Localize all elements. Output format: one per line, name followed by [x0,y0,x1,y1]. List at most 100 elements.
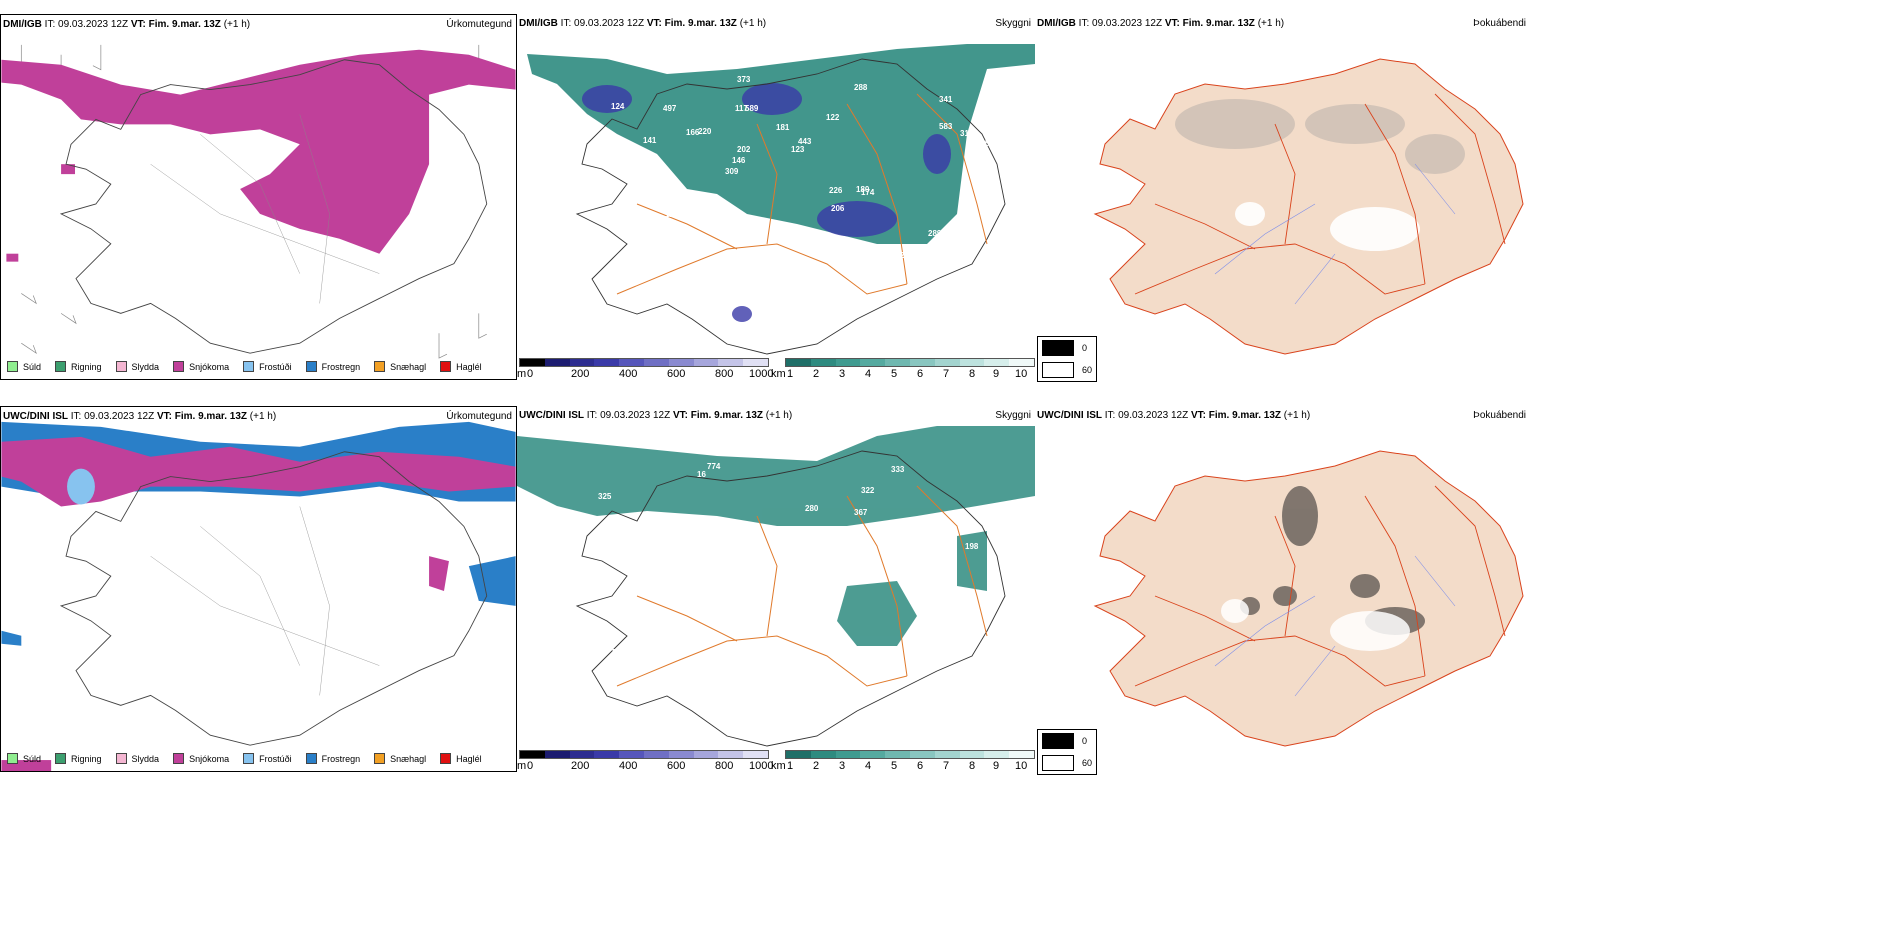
panel-type-title: Þokuábendi [1473,410,1526,421]
legend-item: Súld [7,753,41,764]
panel-type-title: Úrkomutegund [446,411,512,422]
visibility-value-label: 386 [625,254,639,263]
snow-area [1,49,516,262]
legend-item: Frostregn [305,361,360,372]
tick-label: 5 [891,368,898,380]
visibility-value-label: 139 [618,212,632,221]
visibility-km-colorbar: km 1 2 3 4 5 6 7 8 9 10 [771,750,1035,772]
visibility-m-colorbar: m 0 200 400 600 800 1000 [517,750,773,772]
legend-item: Súld [7,361,41,372]
visibility-value-label: 589 [745,104,759,113]
precip-type-panel-top: DMI/IGB IT: 09.03.2023 12Z VT: Fim. 9.ma… [0,14,517,380]
visibility-panel-bottom: UWC/DINI ISL IT: 09.03.2023 12Z VT: Fim.… [517,406,1035,772]
visibility-value-label: 212 [748,626,762,635]
precip-legend: Súld Rigning Slydda Snjókoma Frostúði Fr… [7,361,482,372]
roads [616,485,988,687]
precip-map-top [1,44,516,359]
visibility-teal-area [527,44,1035,244]
legend-item: Snæhagl [374,753,426,764]
legend-swatch [374,753,386,764]
fog-shading [1175,99,1465,174]
legend-swatch [440,753,452,764]
visibility-teal-area [517,426,1035,646]
visibility-value-label: 238 [900,251,914,260]
tick-label: 0 [527,368,534,380]
legend-swatch [173,753,185,764]
panel-header: UWC/DINI ISL IT: 09.03.2023 12Z VT: Fim.… [519,410,793,421]
visibility-value-label: 198 [965,542,979,551]
visibility-value-label: 166 [686,128,700,137]
tick-label: 9 [993,368,1000,380]
visibility-value-label: 141 [643,136,657,145]
visibility-value-label: 180 [856,185,870,194]
snow-area [1,436,516,771]
visibility-value-label: 202 [737,145,751,154]
tick-label: 7 [943,368,950,380]
panel-type-title: Skyggni [995,18,1031,29]
legend-swatch [243,753,255,764]
tick-label: 4 [865,368,872,380]
visibility-value-label: 373 [737,75,751,84]
visibility-value-label: 468 [698,566,712,575]
visibility-km-colorbar: km 1 2 3 4 5 6 7 8 9 10 [771,358,1035,380]
glaciers [1235,202,1420,251]
panel-header: UWC/DINI ISL IT: 09.03.2023 12Z VT: Fim.… [3,411,277,422]
visibility-value-label: 774 [707,462,721,471]
precip-type-panel-bottom: UWC/DINI ISL IT: 09.03.2023 12Z VT: Fim.… [0,406,517,772]
visibility-value-label: 367 [854,508,868,517]
tick-label: 7 [943,760,950,772]
tick-label: 600 [667,368,686,380]
legend-swatch [7,361,18,372]
tick-label: 4 [865,760,872,772]
legend-swatch [305,361,317,372]
tick-label: 1 [787,368,794,380]
legend-item: Slydda [115,361,159,372]
visibility-value-label: 868 [743,567,757,576]
visibility-value-label: 280 [805,504,819,513]
unit-label: m [517,368,527,380]
tick-label: 8 [969,760,976,772]
visibility-value-label: 183 [589,242,603,251]
legend-swatch [55,753,67,764]
visibility-value-labels: 172 187 341 309 122 386 117 181 139 220 183 346 589 4… [589,75,990,271]
legend-item: Rigning [55,753,102,764]
tick-label: 3 [839,760,846,772]
legend-swatch [7,753,18,764]
visibility-value-label: 325 [598,492,612,501]
tick-label: 800 [715,368,734,380]
visibility-value-label: 497 [663,104,677,113]
tick-label: 6 [917,368,924,380]
visibility-value-label: 146 [732,156,746,165]
panel-header: DMI/IGB IT: 09.03.2023 12Z VT: Fim. 9.ma… [519,18,767,29]
tick-label: 10 [1015,760,1028,772]
panel-type-title: Skyggni [995,410,1031,421]
tick-label: 800 [715,760,734,772]
tick-label: 10 [1015,368,1028,380]
legend-item: Frostregn [305,753,360,764]
visibility-value-label: 117 [735,104,748,113]
unit-label: km [771,760,786,772]
tick-label: 1000 [749,368,774,380]
fog-map-bottom [1094,450,1524,747]
tick-label: 0 [527,760,534,772]
freezing-drizzle-area [67,468,95,505]
visibility-value-label: 370 [664,248,678,257]
visibility-value-label: 220 [698,127,712,136]
visibility-value-label: 206 [831,204,845,213]
legend-item: Snjókoma [173,753,229,764]
panel-type-title: Úrkomutegund [446,19,512,30]
visibility-value-label: 161 [792,576,806,585]
visibility-value-label: 229 [798,657,812,666]
visibility-value-label: 588 [629,557,643,566]
legend-item: Haglél [440,753,482,764]
visibility-value-label: 341 [939,95,953,104]
tick-label: 1000 [749,760,774,772]
visibility-value-label: 309 [725,167,739,176]
visibility-value-label: 164 [779,262,793,271]
tick-label: 9 [993,760,1000,772]
fog-legend-item: 60 [1038,359,1096,381]
fog-legend-bottom: 0 60 [1037,729,1098,775]
tick-label: 400 [619,368,638,380]
visibility-value-label: 124 [611,102,625,111]
visibility-blue-area [582,83,951,322]
